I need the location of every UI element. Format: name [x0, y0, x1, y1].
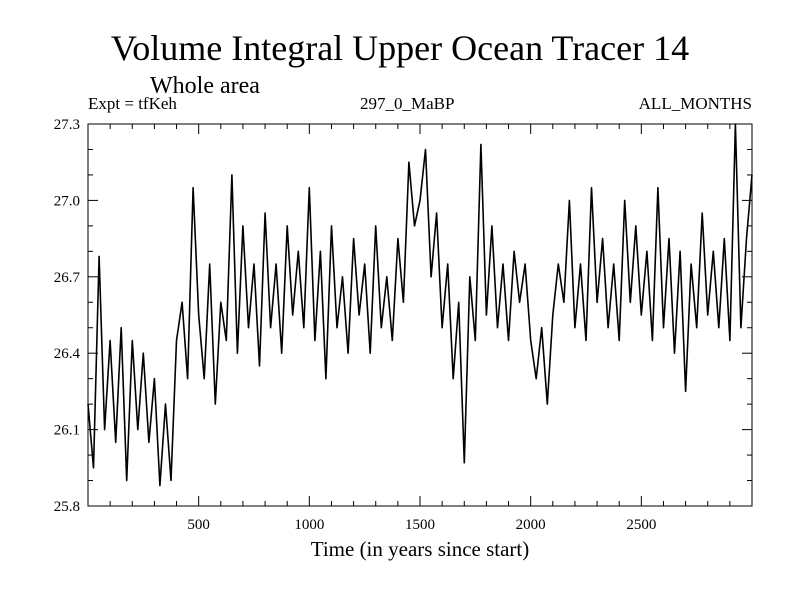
x-axis-label: Time (in years since start) [311, 537, 530, 561]
run-label: 297_0_MaBP [360, 94, 455, 113]
chart-subtitle: Whole area [150, 73, 260, 99]
x-tick-label: 1500 [405, 517, 435, 533]
y-tick-label: 27.3 [54, 117, 80, 133]
experiment-label: Expt = tfKeh [88, 94, 177, 113]
axis-ticks [88, 123, 752, 507]
y-tick-label: 26.1 [54, 423, 80, 439]
y-tick-label: 25.8 [54, 499, 80, 515]
axis-tick-labels: 500 1000 1500 2000 2500 25.8 26.1 26.4 26.7 27.0 2… [54, 117, 657, 533]
y-tick-label: 26.7 [54, 270, 81, 286]
months-label: ALL_MONTHS [638, 94, 752, 113]
plot-frame [87, 123, 753, 507]
x-tick-label: 500 [187, 517, 210, 533]
x-tick-label: 2500 [626, 517, 656, 533]
series-line [87, 123, 753, 487]
chart-title: Volume Integral Upper Ocean Tracer 14 [110, 28, 690, 68]
y-tick-label: 26.4 [54, 346, 81, 362]
x-tick-label: 1000 [294, 517, 324, 533]
x-tick-label: 2000 [516, 517, 546, 533]
y-tick-label: 27.0 [54, 193, 80, 209]
